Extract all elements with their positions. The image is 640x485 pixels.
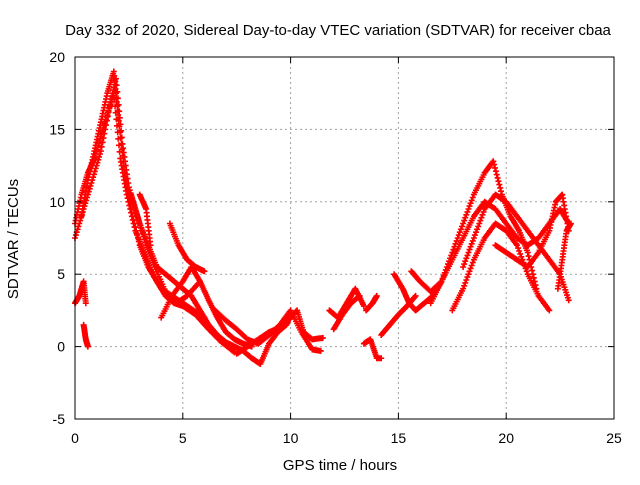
y-tick-label: 10 <box>49 194 65 210</box>
x-tick-label: 5 <box>179 430 187 446</box>
series-markers <box>449 220 553 314</box>
x-tick-label: 25 <box>606 430 622 446</box>
series-sat-l <box>330 292 363 333</box>
series-sat-e <box>80 321 91 350</box>
series-markers <box>80 321 91 350</box>
chart-title: Day 332 of 2020, Sidereal Day-to-day VTE… <box>65 22 611 39</box>
series-sat-u <box>492 191 572 270</box>
series-markers <box>360 336 385 362</box>
series-markers <box>330 292 363 333</box>
grid <box>75 57 614 419</box>
y-tick-label: 20 <box>49 49 65 65</box>
series-markers <box>460 191 572 304</box>
series-sat-s <box>449 220 553 314</box>
x-tick-label: 15 <box>391 430 407 446</box>
x-tick-label: 10 <box>283 430 299 446</box>
y-tick-label: 0 <box>57 339 65 355</box>
axis-ticks: 0 5 10 15 20 25 -5 0 5 10 15 20 <box>49 49 622 446</box>
series-markers <box>492 191 572 270</box>
data-series <box>72 68 574 367</box>
y-axis-label: SDTVAR / TECUs <box>5 179 22 299</box>
series-sat-p <box>378 292 419 338</box>
x-axis-label: GPS time / hours <box>283 457 397 474</box>
series-sat-m <box>363 292 380 314</box>
series-markers <box>166 220 208 275</box>
x-tick-label: 0 <box>71 430 79 446</box>
series-sat-n <box>360 336 385 362</box>
series-sat-g <box>166 220 208 275</box>
series-markers <box>378 292 419 338</box>
series-sat-t <box>460 191 572 304</box>
x-tick-label: 20 <box>498 430 514 446</box>
series-markers <box>233 307 326 357</box>
y-tick-label: -5 <box>53 411 66 427</box>
series-sat-v <box>554 220 574 292</box>
series-sat-f2 <box>136 191 154 249</box>
y-tick-label: 15 <box>49 121 65 137</box>
y-tick-label: 5 <box>57 266 65 282</box>
series-markers <box>363 292 380 314</box>
series-sat-j <box>233 307 326 357</box>
plot-frame <box>74 56 615 420</box>
series-markers <box>554 220 574 292</box>
series-markers <box>136 191 154 249</box>
